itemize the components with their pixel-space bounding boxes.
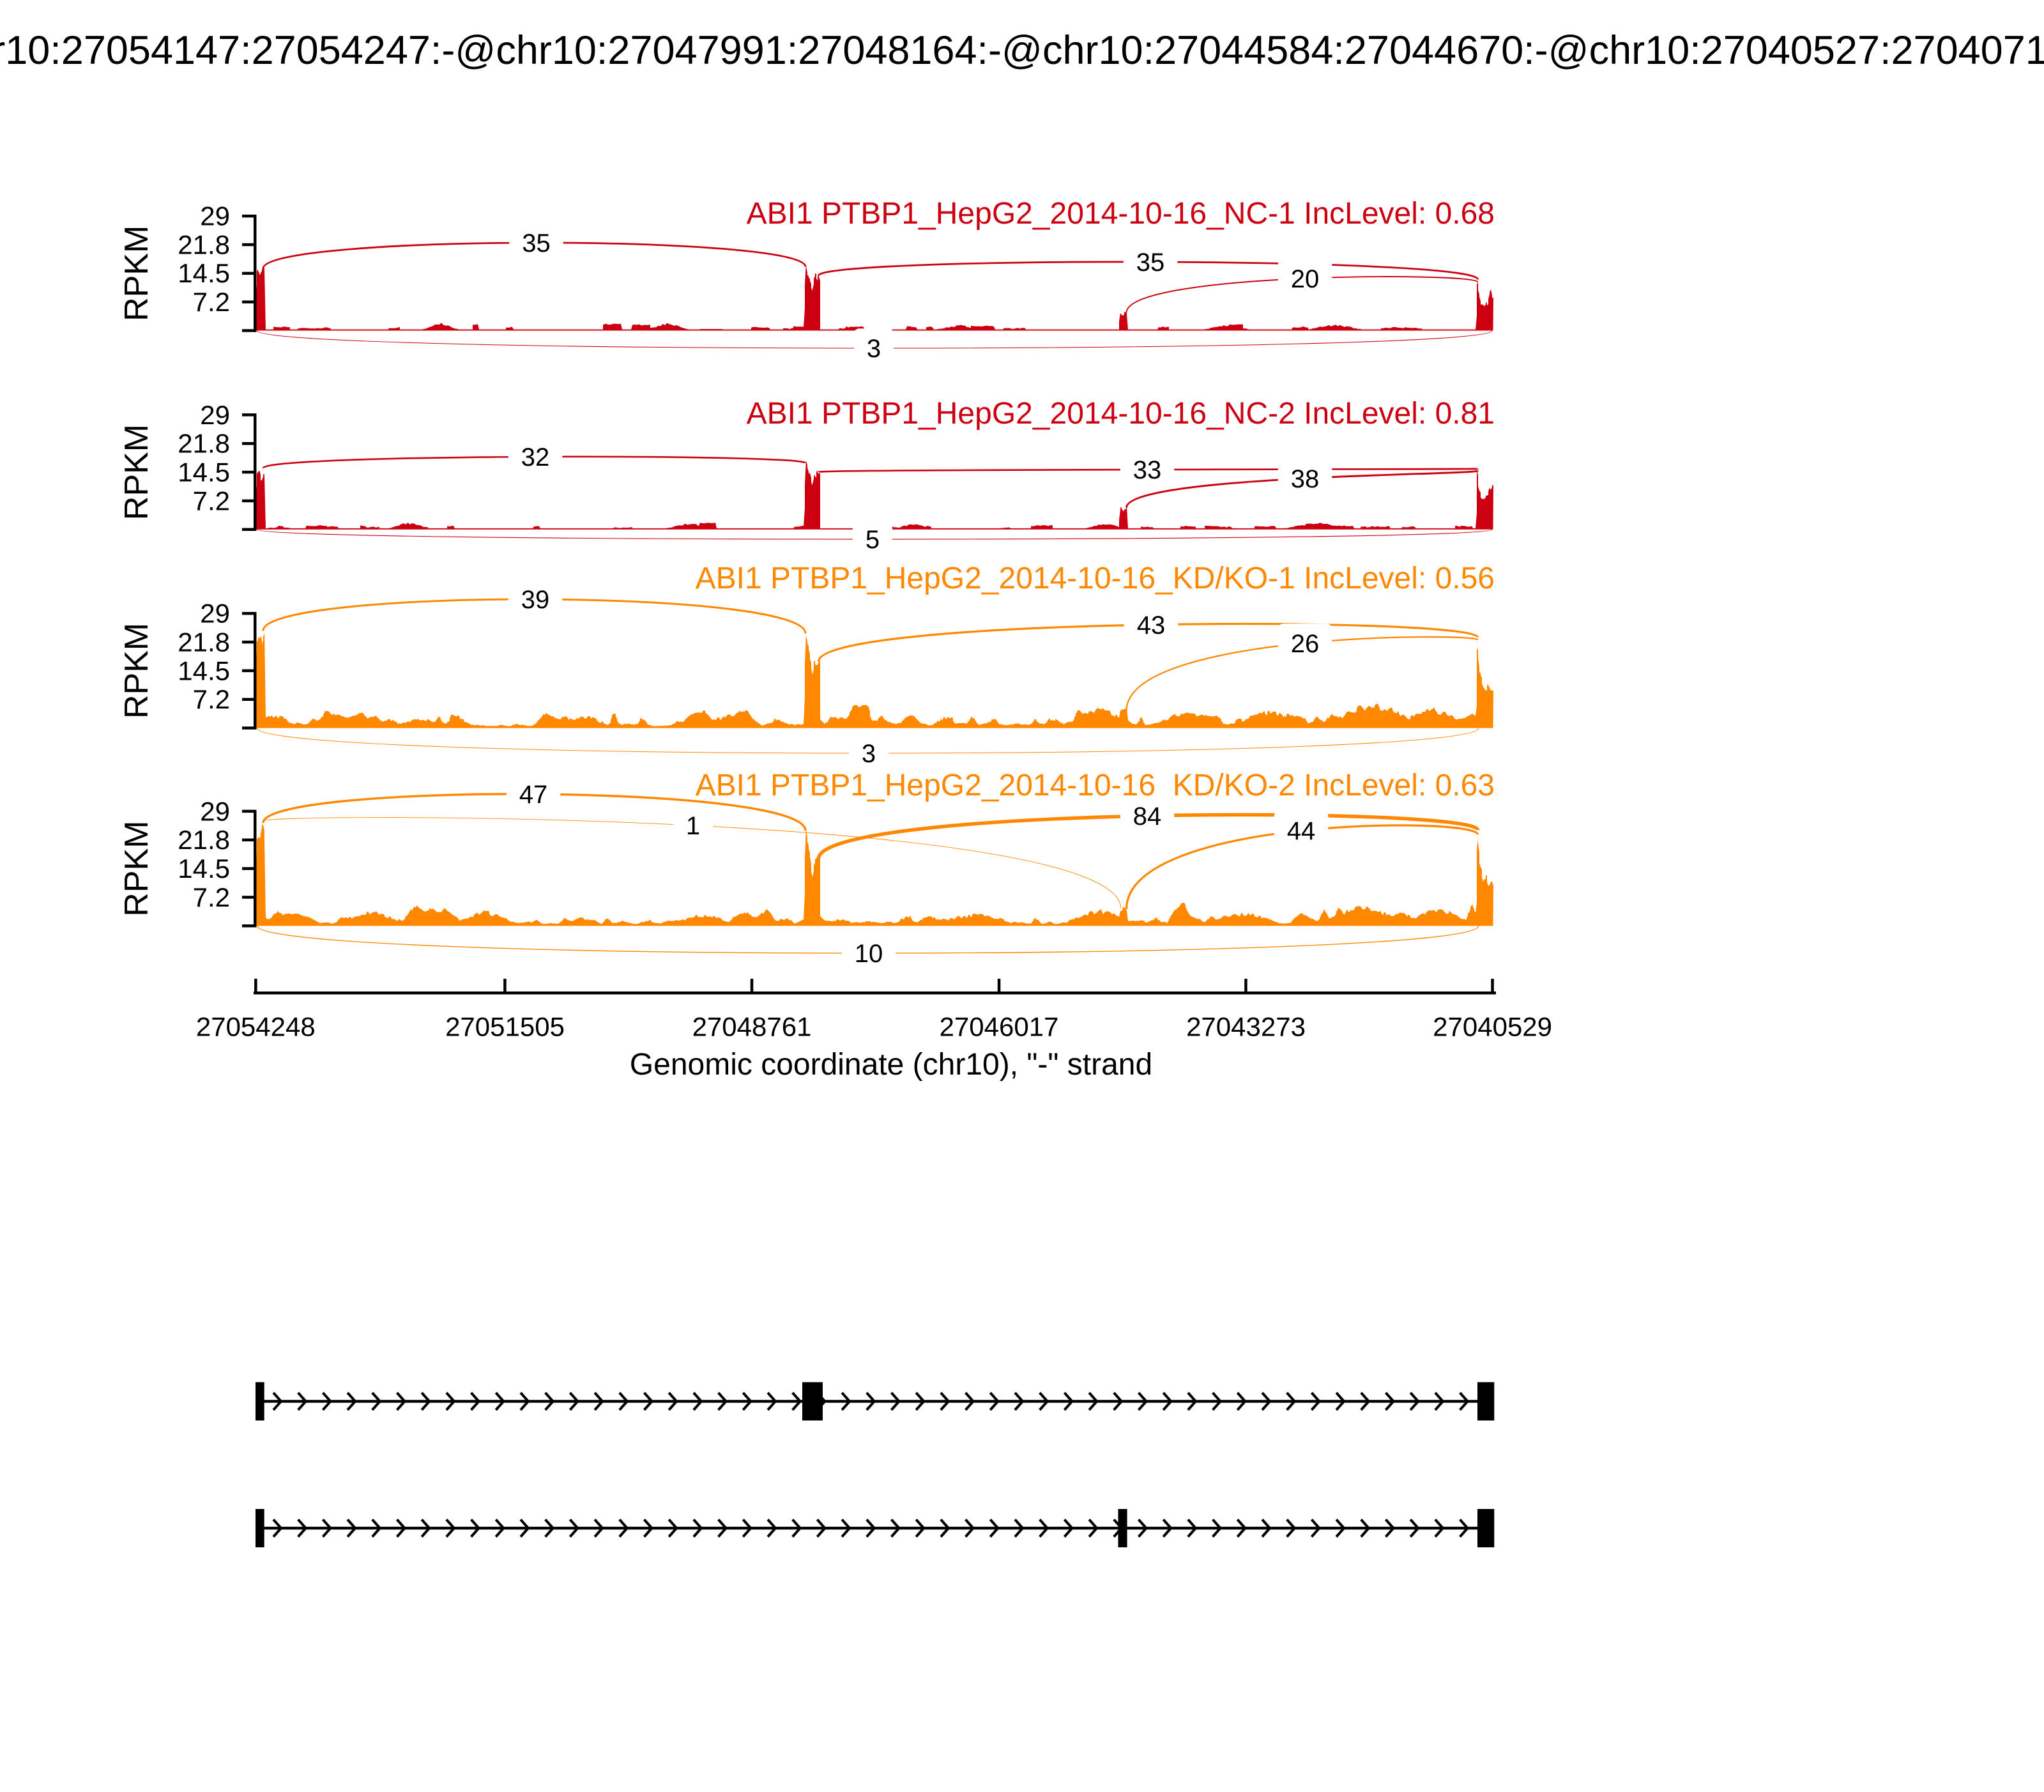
svg-text:1: 1 (686, 812, 700, 840)
svg-text:35: 35 (1136, 249, 1165, 277)
svg-text:33: 33 (1133, 456, 1162, 484)
svg-text:14.5: 14.5 (178, 457, 230, 487)
svg-text:44: 44 (1287, 817, 1316, 845)
svg-text:14.5: 14.5 (178, 655, 230, 685)
svg-text:21.8: 21.8 (178, 429, 230, 459)
svg-text:38: 38 (1291, 465, 1320, 493)
svg-text:ABI1 PTBP1_HepG2_2014-10-16_KD: ABI1 PTBP1_HepG2_2014-10-16_KD/KO-1 IncL… (696, 562, 1495, 595)
svg-text:10: 10 (855, 940, 883, 968)
svg-text:35: 35 (522, 229, 551, 257)
svg-text:27043273: 27043273 (1186, 1012, 1306, 1042)
svg-text:84: 84 (1133, 802, 1162, 831)
svg-text:7.2: 7.2 (193, 882, 230, 912)
svg-text:27048761: 27048761 (692, 1012, 812, 1042)
svg-text:27046017: 27046017 (940, 1012, 1059, 1042)
svg-text:Genomic coordinate (chr10), "-: Genomic coordinate (chr10), "-" strand (630, 1048, 1152, 1082)
svg-text:RPKM: RPKM (118, 424, 155, 520)
svg-text:27054248: 27054248 (196, 1012, 316, 1042)
svg-text:7.2: 7.2 (193, 287, 230, 317)
svg-text:3: 3 (862, 740, 876, 768)
svg-text:29: 29 (200, 400, 230, 430)
svg-text:chr10:27054147:27054247:-@chr1: chr10:27054147:27054247:-@chr10:27047991… (0, 28, 2044, 73)
svg-text:27051505: 27051505 (445, 1012, 565, 1042)
svg-text:RPKM: RPKM (118, 623, 155, 719)
svg-text:14.5: 14.5 (178, 854, 230, 884)
svg-text:39: 39 (521, 586, 550, 614)
svg-text:43: 43 (1137, 611, 1166, 639)
svg-text:7.2: 7.2 (193, 684, 230, 714)
svg-text:ABI1 PTBP1_HepG2_2014-10-16_NC: ABI1 PTBP1_HepG2_2014-10-16_NC-2 IncLeve… (747, 397, 1495, 431)
svg-text:14.5: 14.5 (178, 258, 230, 288)
svg-text:ABI1 PTBP1_HepG2_2014-10-16_KD: ABI1 PTBP1_HepG2_2014-10-16_KD/KO-2 IncL… (696, 769, 1495, 802)
svg-text:20: 20 (1291, 265, 1320, 293)
svg-text:26: 26 (1291, 630, 1320, 658)
svg-text:27040529: 27040529 (1433, 1012, 1552, 1042)
svg-text:ABI1 PTBP1_HepG2_2014-10-16_NC: ABI1 PTBP1_HepG2_2014-10-16_NC-1 IncLeve… (747, 197, 1495, 231)
svg-text:21.8: 21.8 (178, 229, 230, 259)
svg-text:32: 32 (521, 443, 550, 471)
svg-text:RPKM: RPKM (118, 820, 155, 916)
svg-text:5: 5 (866, 526, 880, 554)
svg-text:29: 29 (200, 599, 230, 629)
svg-text:29: 29 (200, 796, 230, 826)
svg-text:47: 47 (519, 781, 548, 809)
svg-text:21.8: 21.8 (178, 825, 230, 855)
svg-text:21.8: 21.8 (178, 627, 230, 657)
svg-text:RPKM: RPKM (118, 226, 155, 321)
svg-text:29: 29 (200, 201, 230, 231)
svg-text:7.2: 7.2 (193, 486, 230, 516)
svg-text:3: 3 (867, 335, 881, 363)
